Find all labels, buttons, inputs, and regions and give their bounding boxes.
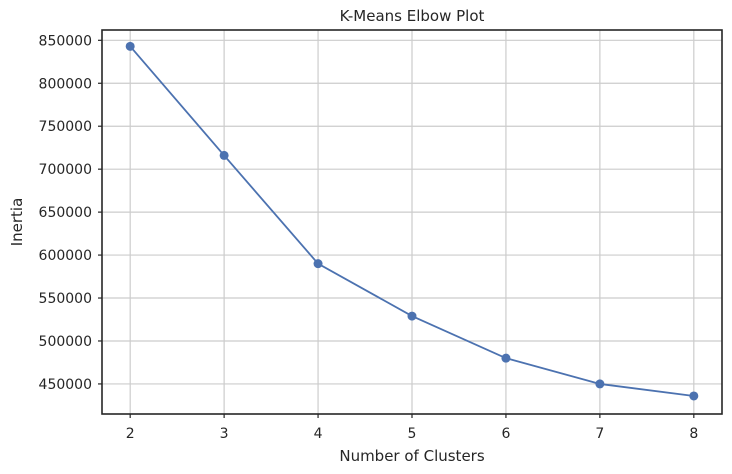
data-point (595, 379, 605, 389)
y-tick-label: 550000 (39, 291, 92, 307)
y-tick-label: 800000 (39, 76, 92, 92)
series-markers (125, 41, 699, 401)
x-tick-label: 7 (595, 426, 604, 442)
data-point (501, 353, 511, 363)
data-point (313, 259, 323, 269)
x-tick-label: 3 (220, 426, 229, 442)
x-tick-label: 2 (126, 426, 135, 442)
grid (102, 30, 722, 414)
x-tick-label: 8 (689, 426, 698, 442)
chart-title: K-Means Elbow Plot (340, 7, 485, 25)
series-layer (125, 41, 699, 401)
data-point (125, 41, 135, 51)
data-point (689, 391, 699, 401)
y-tick-label: 850000 (39, 33, 92, 49)
x-tick-label: 4 (314, 426, 323, 442)
y-tick-label: 450000 (39, 377, 92, 393)
x-axis-label: Number of Clusters (339, 447, 484, 465)
y-tick-label: 500000 (39, 334, 92, 350)
x-tick-label: 6 (501, 426, 510, 442)
data-point (219, 150, 229, 160)
y-tick-label: 750000 (39, 119, 92, 135)
x-tick-label: 5 (408, 426, 417, 442)
data-point (407, 311, 417, 321)
y-tick-label: 650000 (39, 205, 92, 221)
y-tick-label: 600000 (39, 248, 92, 264)
y-axis-ticks: 450000 500000 550000 600000 650000 700000 7500… (39, 33, 102, 393)
x-axis-ticks: 2 3 4 5 6 7 8 (126, 414, 698, 442)
y-axis-label: Inertia (8, 198, 26, 247)
y-tick-label: 700000 (39, 162, 92, 178)
